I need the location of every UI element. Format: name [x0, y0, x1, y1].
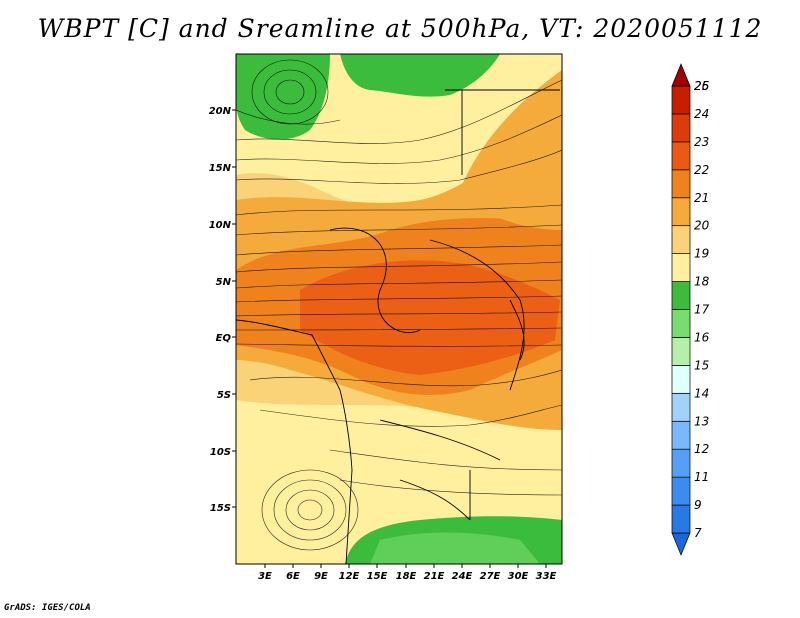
lon-tick-label: 30E: [508, 571, 529, 582]
colorbar-swatch: [671, 113, 691, 143]
colorbar-label: 21: [694, 191, 709, 205]
colorbar-label: 16: [694, 330, 710, 344]
lat-tick-label: EQ: [216, 333, 232, 344]
colorbar-swatch: [671, 420, 691, 450]
wbpt-field: [236, 54, 562, 564]
colorbar-label: 26: [694, 79, 710, 93]
colorbar-label: 7: [694, 526, 702, 540]
colorbar-arrow-low: [671, 532, 691, 556]
lat-tick-label: 20N: [209, 106, 232, 117]
colorbar-swatch: [671, 253, 691, 282]
colorbar-swatch: [671, 141, 691, 171]
colorbar-swatch: [671, 197, 691, 227]
lon-tick-label: 24E: [452, 571, 473, 582]
lon-tick-label: 12E: [339, 571, 360, 582]
colorbar-arrow-high: [671, 63, 691, 87]
colorbar-swatch: [671, 337, 691, 366]
colorbar-label: 17: [694, 303, 710, 317]
colorbar-swatch: [671, 281, 691, 310]
lon-tick-label: 3E: [258, 571, 272, 582]
map-frame: [235, 53, 563, 565]
colorbar-label: 12: [694, 442, 709, 456]
colorbar-label: 25: [694, 79, 709, 93]
lon-tick-label: 27E: [480, 571, 501, 582]
colorbar-swatch: [671, 365, 691, 394]
lon-tick-label: 9E: [314, 571, 328, 582]
colorbar-label: 18: [694, 275, 710, 289]
colorbar-label: 15: [694, 358, 709, 372]
footer-credit: GrADS: IGES/COLA: [4, 603, 91, 613]
lon-tick-label: 21E: [424, 571, 445, 582]
colorbar-label: 14: [694, 386, 709, 400]
colorbar-label: 23: [694, 135, 709, 149]
colorbar-label: 22: [694, 163, 709, 177]
lon-tick-label: 18E: [396, 571, 417, 582]
colorbar-swatch: [671, 85, 691, 115]
colorbar-swatch: [671, 392, 691, 422]
latitude-axis: 20N 15N 10N 5N EQ 5S 10S 15S: [209, 106, 236, 514]
lon-tick-label: 15E: [367, 571, 388, 582]
lon-tick-label: 33E: [536, 571, 557, 582]
colorbar-label: 20: [694, 219, 710, 233]
colorbar-label: 24: [694, 107, 709, 121]
lat-tick-label: 5N: [216, 277, 232, 288]
colorbar-swatch: [671, 504, 691, 534]
lat-tick-label: 10N: [209, 220, 232, 231]
colorbar-swatch: [671, 225, 691, 254]
colorbar-label: 13: [694, 414, 709, 428]
colorbar-swatch: [671, 476, 691, 506]
colorbar-swatch: [671, 169, 691, 199]
lat-tick-label: 5S: [217, 390, 231, 401]
colorbar-label: 19: [694, 247, 709, 261]
lat-tick-label: 10S: [210, 447, 231, 458]
chart-title: WBPT [C] and Sreamline at 500hPa, VT: 20…: [37, 14, 763, 43]
colorbar-label: 11: [694, 470, 709, 484]
colorbar-label: 9: [694, 498, 702, 512]
colorbar-swatch: [671, 309, 691, 338]
colorbar-swatch: [671, 448, 691, 478]
lat-tick-label: 15N: [209, 163, 232, 174]
lat-tick-label: 15S: [210, 503, 231, 514]
longitude-axis: 3E 6E 9E 12E 15E 18E 21E 24E 27E 30E 33E: [258, 564, 557, 582]
lon-tick-label: 6E: [286, 571, 300, 582]
